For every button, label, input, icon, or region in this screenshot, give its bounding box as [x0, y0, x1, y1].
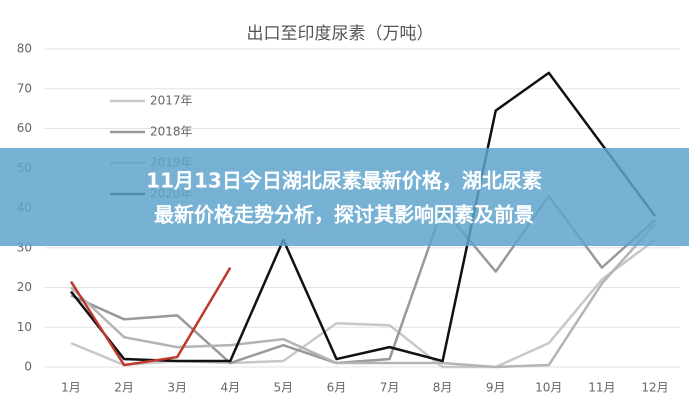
series-line: [69, 266, 232, 367]
y-tick-label: 70: [17, 81, 32, 95]
x-tick-label: 9月: [486, 381, 506, 395]
y-tick-label: 10: [17, 320, 32, 334]
x-tick-label: 2月: [114, 381, 134, 395]
legend-label: 2017年: [150, 94, 193, 108]
x-tick-label: 7月: [380, 381, 400, 395]
x-tick-label: 1月: [61, 381, 81, 395]
legend-label: 2018年: [150, 125, 193, 139]
banner-background: [0, 148, 689, 246]
x-tick-label: 12月: [641, 381, 668, 395]
series-line: [70, 71, 656, 363]
x-tick-label: 10月: [535, 381, 562, 395]
y-tick-label: 0: [24, 360, 32, 374]
x-tick-label: 4月: [220, 381, 240, 395]
banner-text: 11月13日今日湖北尿素最新价格，湖北尿素: [146, 169, 542, 193]
series-line: [70, 223, 656, 369]
banner-text: 最新价格走势分析，探讨其影响因素及前景: [154, 203, 534, 227]
x-tick-label: 8月: [433, 381, 453, 395]
chart-title: 出口至印度尿素（万吨）: [247, 24, 434, 44]
y-tick-label: 20: [17, 280, 32, 294]
y-tick-label: 80: [17, 42, 32, 56]
series-line: [70, 238, 656, 369]
x-tick-label: 11月: [588, 381, 615, 395]
x-tick-label: 5月: [274, 381, 294, 395]
x-tick-label: 6月: [327, 381, 347, 395]
y-tick-label: 60: [17, 121, 32, 135]
x-tick-label: 3月: [167, 381, 187, 395]
